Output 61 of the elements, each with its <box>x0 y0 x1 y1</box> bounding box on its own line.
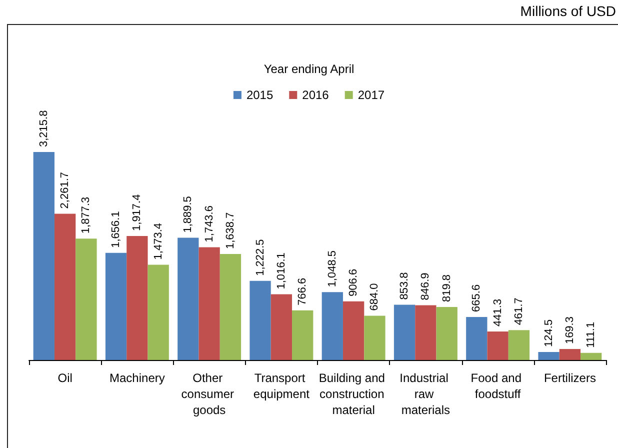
data-label: 124.5 <box>542 319 555 347</box>
data-label: 1,222.5 <box>254 239 266 276</box>
data-label: 1,016.1 <box>275 252 288 290</box>
bar <box>148 264 169 360</box>
legend-label: 2015 <box>246 88 274 102</box>
data-label: 1,048.5 <box>326 250 338 288</box>
data-label: 819.8 <box>440 274 453 302</box>
bar <box>538 352 560 360</box>
x-tick-label: Building and construction material <box>318 371 388 417</box>
data-label: 461.7 <box>512 298 525 326</box>
x-tick-label: Food and foodstuff <box>470 371 525 401</box>
x-tick-label: Machinery <box>110 371 165 385</box>
x-tick-label: Industrial raw materials <box>400 371 452 417</box>
bar <box>198 247 220 360</box>
data-label: 684.0 <box>368 283 381 311</box>
data-label: 2,261.7 <box>59 172 72 209</box>
data-label: 441.3 <box>492 298 504 326</box>
data-label: 1,656.1 <box>110 211 122 248</box>
bar <box>436 306 458 360</box>
bar <box>415 305 436 360</box>
data-label: 906.6 <box>348 268 360 296</box>
bar <box>394 304 416 360</box>
data-label: 766.6 <box>296 278 309 306</box>
bar <box>508 330 530 360</box>
x-tick-label: Oil <box>58 371 72 385</box>
data-label: 169.3 <box>564 316 576 344</box>
x-tick-label: Other consumer goods <box>181 371 238 417</box>
bar <box>487 331 508 360</box>
bar <box>292 310 314 360</box>
bar <box>33 152 54 360</box>
bar <box>322 292 343 360</box>
legend-title: Year ending April <box>264 62 354 76</box>
data-label: 1,889.5 <box>182 196 194 233</box>
data-label: 1,638.7 <box>224 212 236 250</box>
bar <box>559 349 581 360</box>
bar <box>270 294 292 360</box>
data-label: 853.8 <box>398 272 411 300</box>
data-label: 1,473.4 <box>152 222 164 260</box>
bar <box>105 252 127 360</box>
x-tick-label: Transport equipment <box>253 371 310 401</box>
text: Millions of USD <box>520 3 616 19</box>
data-label: 846.9 <box>420 272 432 300</box>
bar <box>54 214 76 360</box>
x-tick-label: Fertilizers <box>544 371 596 385</box>
bar <box>126 236 148 360</box>
bar <box>580 352 602 360</box>
bar <box>178 238 199 360</box>
bar <box>250 280 271 360</box>
bar <box>76 238 97 360</box>
data-label: 1,743.6 <box>203 206 216 242</box>
data-label: 1,877.3 <box>80 196 92 234</box>
bar <box>466 316 488 360</box>
bar <box>220 254 242 360</box>
legend-label: 2016 <box>302 88 330 102</box>
data-label: 665.6 <box>470 284 483 312</box>
bar <box>342 301 364 360</box>
data-label: 111.1 <box>585 322 598 348</box>
data-label: 3,215.8 <box>38 110 50 147</box>
bar <box>364 316 386 360</box>
legend-label: 2017 <box>358 88 385 102</box>
data-label: 1,917.4 <box>131 194 144 231</box>
